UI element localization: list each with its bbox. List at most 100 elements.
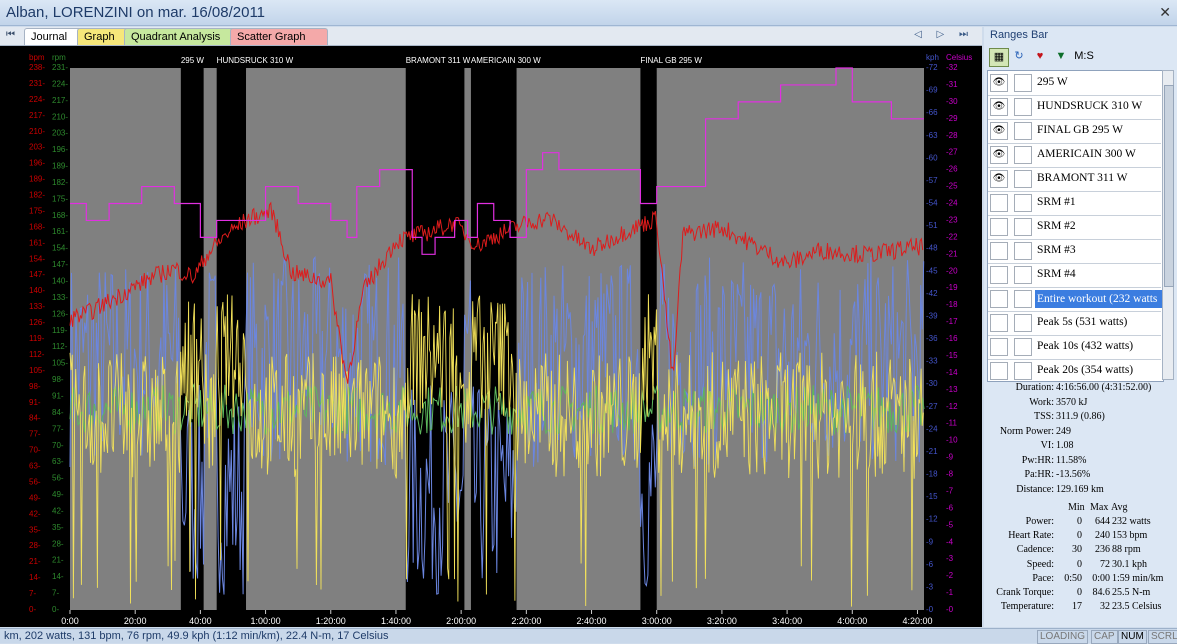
- scroll-thumb[interactable]: [1164, 85, 1174, 287]
- summary-row: Distance: 129.169 km: [984, 484, 1177, 497]
- workout-graph[interactable]: 295 W HUNDSRUCK 310 W BRAMONT 311 W AMERICA…: [0, 46, 982, 627]
- axis-tick-rpm: 63-: [52, 457, 64, 466]
- range-checkbox[interactable]: [1014, 98, 1032, 116]
- range-item-label: SRM #4: [1037, 268, 1076, 280]
- visibility-toggle[interactable]: [990, 218, 1008, 236]
- visibility-toggle[interactable]: [990, 194, 1008, 212]
- summary-key: Pa:HR:: [1024, 469, 1054, 480]
- range-item[interactable]: 👁 FINAL GB 295 W: [988, 119, 1161, 144]
- ranges-scrollbar[interactable]: [1162, 70, 1174, 380]
- range-item-label: FINAL GB 295 W: [1037, 124, 1123, 136]
- range-checkbox[interactable]: [1014, 218, 1032, 236]
- axis-tick-rpm: 196-: [52, 145, 68, 154]
- axis-tick-kph: -27: [926, 402, 938, 411]
- axis-tick-bpm: 84-: [29, 414, 41, 423]
- axis-tick-watts: 360-: [2, 300, 18, 309]
- axis-tick-bpm: 0-: [29, 605, 36, 614]
- eye-icon[interactable]: 👁: [990, 170, 1008, 188]
- axis-tick-rpm: 0-: [52, 605, 59, 614]
- range-item[interactable]: Peak 20s (354 watts): [988, 359, 1161, 381]
- summary-row: TSS: 311.9 (0.86): [984, 411, 1177, 424]
- axis-tick-celsius: -21: [946, 249, 958, 258]
- range-checkbox[interactable]: [1014, 290, 1032, 308]
- axis-tick-rpm: 210-: [52, 112, 68, 121]
- visibility-toggle[interactable]: [990, 338, 1008, 356]
- refresh-icon[interactable]: ↻: [1014, 50, 1024, 62]
- axis-tick-celsius: -25: [946, 182, 958, 191]
- axis-tick-watts: 440-: [2, 232, 18, 241]
- range-item[interactable]: Entire workout (232 watts: [988, 287, 1163, 312]
- range-item[interactable]: SRM #1: [988, 191, 1161, 216]
- range-checkbox[interactable]: [1014, 122, 1032, 140]
- chart-icon[interactable]: ▦: [989, 48, 1009, 67]
- range-checkbox[interactable]: [1014, 314, 1032, 332]
- range-checkbox[interactable]: [1014, 362, 1032, 380]
- visibility-toggle[interactable]: [990, 362, 1008, 380]
- range-item[interactable]: 👁 AMERICAIN 300 W: [988, 143, 1161, 168]
- eye-icon[interactable]: 👁: [990, 98, 1008, 116]
- tab-graph[interactable]: Graph: [77, 28, 133, 45]
- tab-scatter-graph[interactable]: Scatter Graph: [230, 28, 328, 45]
- axis-tick-celsius: -8: [946, 470, 954, 479]
- axis-tick-celsius: -30: [946, 97, 958, 106]
- axis-tick-bpm: 56-: [29, 477, 41, 486]
- tab-quadrant-analysis[interactable]: Quadrant Analysis: [124, 28, 241, 45]
- tab-navigation-arrows[interactable]: ◁ ▷ ⏭: [914, 29, 974, 40]
- range-item[interactable]: 👁 295 W: [988, 71, 1161, 96]
- axis-tick-bpm: 28-: [29, 541, 41, 550]
- metric-name: Crank Torque:: [996, 587, 1054, 598]
- triangle-icon[interactable]: ▼: [1055, 50, 1067, 62]
- temperature-series: [70, 67, 924, 255]
- axis-tick-kph: -45: [926, 266, 938, 275]
- axis-tick-watts: 0-: [2, 605, 9, 614]
- metrics-row: Heart Rate: 0 240 153 bpm: [984, 530, 1177, 543]
- axis-tick-kph: -3: [926, 582, 934, 591]
- eye-icon[interactable]: 👁: [990, 122, 1008, 140]
- visibility-toggle[interactable]: [990, 266, 1008, 284]
- eye-icon[interactable]: 👁: [990, 74, 1008, 92]
- axis-tick-celsius: -0: [946, 605, 954, 614]
- axis-tick-celsius: -31: [946, 80, 958, 89]
- time-format-button[interactable]: M:S: [1074, 50, 1094, 62]
- range-checkbox[interactable]: [1014, 242, 1032, 260]
- range-checkbox[interactable]: [1014, 266, 1032, 284]
- tab-label: Journal: [31, 31, 68, 43]
- axis-tick-watts: 640-: [2, 63, 18, 72]
- metric-min: 17: [1072, 601, 1082, 613]
- axis-tick-watts: 140-: [2, 486, 18, 495]
- range-checkbox[interactable]: [1014, 338, 1032, 356]
- title-bar: Alban, LORENZINI on mar. 16/08/2011 ✕: [0, 0, 1177, 26]
- eye-icon[interactable]: 👁: [990, 146, 1008, 164]
- range-item-label: HUNDSRUCK 310 W: [1037, 100, 1143, 112]
- range-item[interactable]: 👁 BRAMONT 311 W: [988, 167, 1161, 192]
- range-item[interactable]: SRM #4: [988, 263, 1161, 288]
- range-checkbox[interactable]: [1014, 170, 1032, 188]
- range-item-label: Peak 10s (432 watts): [1037, 340, 1134, 352]
- close-icon[interactable]: ✕: [1159, 4, 1171, 20]
- axis-tick-kph: -54: [926, 199, 938, 208]
- range-item[interactable]: Peak 10s (432 watts): [988, 335, 1161, 360]
- range-checkbox[interactable]: [1014, 194, 1032, 212]
- status-readout: km, 202 watts, 131 bpm, 76 rpm, 49.9 kph…: [4, 630, 389, 642]
- range-checkbox[interactable]: [1014, 74, 1032, 92]
- summary-key: Distance:: [1016, 483, 1054, 495]
- range-item[interactable]: SRM #3: [988, 239, 1161, 264]
- axis-tick-kph: -57: [926, 176, 938, 185]
- heart-icon[interactable]: ♥: [1036, 50, 1044, 62]
- range-item[interactable]: 👁 HUNDSRUCK 310 W: [988, 95, 1161, 120]
- range-item[interactable]: SRM #2: [988, 215, 1161, 240]
- range-item-label: BRAMONT 311 W: [1037, 172, 1128, 184]
- range-item-label: Peak 5s (531 watts): [1037, 316, 1128, 328]
- first-tab-icon[interactable]: ⏮: [6, 29, 15, 40]
- visibility-toggle[interactable]: [990, 242, 1008, 260]
- range-item[interactable]: Peak 5s (531 watts): [988, 311, 1161, 336]
- visibility-toggle[interactable]: [990, 290, 1008, 308]
- visibility-toggle[interactable]: [990, 314, 1008, 332]
- axis-tick-rpm: 91-: [52, 391, 64, 400]
- ranges-list: 👁 295 W 👁 HUNDSRUCK 310 W 👁 FINAL GB 295 W 👁 AM…: [987, 70, 1164, 382]
- metrics-row: Cadence: 30 236 88 rpm: [984, 544, 1177, 557]
- axis-tick-rpm: 49-: [52, 490, 64, 499]
- axis-tick-watts: 240-: [2, 402, 18, 411]
- range-checkbox[interactable]: [1014, 146, 1032, 164]
- axis-tick-celsius: -3: [946, 554, 954, 563]
